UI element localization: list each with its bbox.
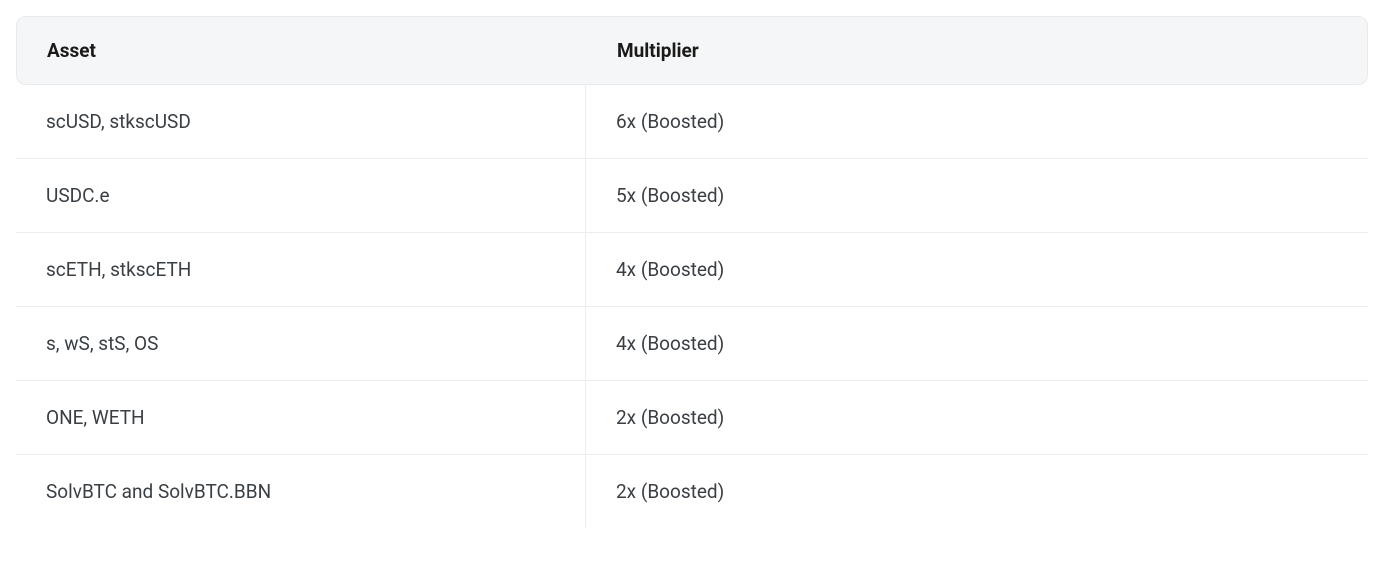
cell-multiplier: 4x (Boosted) [586,233,1368,306]
multiplier-table: Asset Multiplier scUSD, stkscUSD 6x (Boo… [16,16,1368,528]
table-row: USDC.e 5x (Boosted) [16,159,1368,233]
cell-multiplier: 2x (Boosted) [586,455,1368,528]
cell-multiplier: 4x (Boosted) [586,307,1368,380]
table-row: SolvBTC and SolvBTC.BBN 2x (Boosted) [16,455,1368,528]
table-body: scUSD, stkscUSD 6x (Boosted) USDC.e 5x (… [16,85,1368,528]
cell-asset: SolvBTC and SolvBTC.BBN [16,455,586,528]
cell-asset: s, wS, stS, OS [16,307,586,380]
cell-asset: scETH, stkscETH [16,233,586,306]
table-row: scETH, stkscETH 4x (Boosted) [16,233,1368,307]
table-row: scUSD, stkscUSD 6x (Boosted) [16,85,1368,159]
cell-asset: USDC.e [16,159,586,232]
table-row: s, wS, stS, OS 4x (Boosted) [16,307,1368,381]
cell-asset: scUSD, stkscUSD [16,85,586,158]
cell-multiplier: 2x (Boosted) [586,381,1368,454]
cell-multiplier: 5x (Boosted) [586,159,1368,232]
cell-asset: ONE, WETH [16,381,586,454]
column-header-multiplier: Multiplier [617,39,1337,62]
table-row: ONE, WETH 2x (Boosted) [16,381,1368,455]
table-header-row: Asset Multiplier [16,16,1368,85]
column-header-asset: Asset [47,39,617,62]
cell-multiplier: 6x (Boosted) [586,85,1368,158]
